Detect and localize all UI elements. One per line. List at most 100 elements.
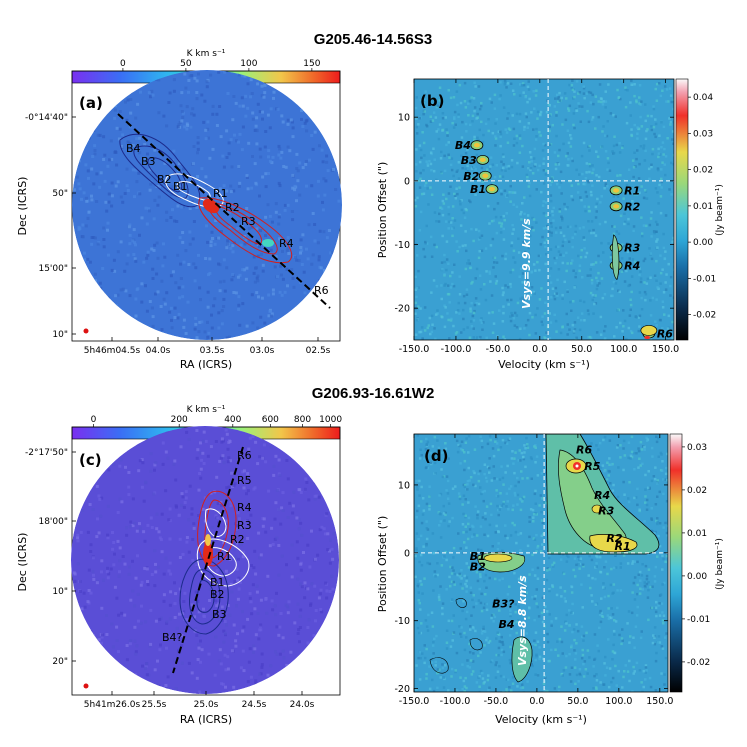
x-ticks-a: 5h46m04.5s 04.0s 03.5s 03.0s 02.5s: [84, 337, 331, 356]
outflow-axis-a: [117, 113, 331, 309]
vsys-label-b: Vsys=9.9 km/s: [520, 218, 533, 309]
colorbar-b-ticks: 0.04 0.03 0.02 0.01 0.00 -0.01 -0.02: [688, 93, 716, 321]
xlabel-d: Velocity (km s⁻¹): [495, 713, 587, 726]
ylabel-b: Position Offset ("): [376, 162, 389, 259]
x-ticks-c: 5h41m26.0s 25.5s 25.0s 24.5s 24.0s: [84, 691, 315, 710]
beam-c: [83, 683, 89, 689]
x-tick-label: 50.0: [571, 344, 592, 355]
knot-label-B3: B3?: [492, 598, 515, 611]
lobe-label-R6: R6: [314, 284, 329, 297]
x-tick-label: 5h46m04.5s: [84, 346, 141, 356]
panel-label-a: (a): [79, 94, 103, 112]
x-tick-label: 24.0s: [290, 700, 315, 710]
outflow-axis-c: [172, 446, 244, 674]
lobe-label-B1: B1: [173, 180, 188, 193]
y-tick-label: 18'00": [38, 517, 68, 527]
colorbar-a-ticks: 0 50 100 150: [120, 59, 321, 71]
y-tick-label: -20: [394, 684, 410, 695]
ylabel-d: Position Offset ("): [376, 516, 389, 613]
xlabel-c: RA (ICRS): [180, 713, 232, 726]
panel-c: K km s⁻¹ 0 200 400 600 800 1000: [16, 405, 342, 726]
red-emission-d: [545, 434, 660, 555]
ylabel-c: Dec (ICRS): [16, 533, 29, 592]
y-tick-label: -10: [394, 616, 410, 627]
colorbar-tick-label: -0.02: [687, 658, 710, 668]
knot-label-R1: R1: [615, 540, 631, 553]
map-c: [71, 426, 339, 694]
xlabel-b: Velocity (km s⁻¹): [498, 358, 590, 371]
knot-label-R3: R3: [598, 505, 614, 518]
knot-label-B2: B2: [463, 170, 479, 183]
x-tick-label: 150.0: [652, 344, 679, 355]
lobe-label-B4: B4: [126, 142, 141, 155]
colorbar-tick-label: 0.00: [693, 238, 713, 248]
y-tick-label: 0: [404, 548, 410, 559]
colorbar-tick-label: 800: [294, 415, 311, 425]
y-ticks-c: -2°17'50" 18'00" 10" 20": [25, 448, 76, 667]
y-tick-label: 10: [398, 113, 410, 124]
knot-label-R2: R2: [606, 532, 622, 545]
lobe-label-R5: R5: [237, 474, 252, 487]
x-tick-label: 0.0: [529, 696, 544, 707]
x-tick-label: -100.0: [440, 696, 471, 707]
colorbar-tick-label: 600: [262, 415, 279, 425]
colorbar-tick-label: 1000: [319, 415, 342, 425]
colorbar-tick-label: 50: [180, 59, 192, 69]
knot-label-R6: R6: [657, 328, 673, 341]
colorbar-tick-label: 0.00: [687, 572, 707, 582]
x-tick-label: -50.0: [484, 696, 509, 707]
x-tick-label: 24.5s: [242, 700, 267, 710]
x-tick-label: 0.0: [532, 344, 547, 355]
frame-b: [413, 78, 675, 341]
x-tick-label: -150.0: [399, 344, 430, 355]
colorbar-tick-label: 100: [240, 59, 257, 69]
pv-d: [414, 434, 668, 692]
lobe-label-R2: R2: [225, 201, 240, 214]
colorbar-tick-label: 0.04: [693, 93, 713, 103]
beam-a: [83, 328, 89, 334]
x-tick-label: 100.0: [605, 696, 632, 707]
colorbar-d-label: (Jy beam⁻¹): [715, 538, 725, 590]
lobe-label-B4: B4?: [162, 631, 183, 644]
colorbar-tick-label: 150: [303, 59, 320, 69]
blue-emission-d: [477, 551, 533, 683]
colorbar-tick-label: 0: [91, 415, 97, 425]
knot-label-B4: B4: [498, 618, 514, 631]
x-tick-label: 25.0s: [194, 700, 219, 710]
x-tick-label: -100.0: [441, 344, 472, 355]
red-contours-a: [198, 197, 293, 264]
title-bottom: G206.93-16.61W2: [312, 385, 435, 402]
knot-label-R4: R4: [624, 260, 640, 273]
lobe-label-R6: R6: [237, 449, 252, 462]
xlabel-a: RA (ICRS): [180, 358, 232, 371]
x-tick-label: 03.5s: [200, 346, 225, 356]
frame-d: [413, 433, 669, 693]
lobe-label-R1: R1: [217, 550, 232, 563]
x-tick-label: 03.0s: [250, 346, 275, 356]
x-tick-label: 100.0: [610, 344, 637, 355]
colorbar-tick-label: 0.01: [687, 529, 707, 539]
y-tick-label: 10": [52, 587, 68, 597]
panel-d: Vsys=8.8 km/s (d) R6R5R4R3R2R1B1B2B3?B4 …: [376, 433, 725, 726]
x-ticks-b: -150.0 -100.0 -50.0 0.0 50.0 100.0 150.0: [399, 79, 679, 355]
y-tick-label: 50": [52, 189, 68, 199]
x-tick-label: 25.5s: [142, 700, 167, 710]
colorbar-c-ticks: 0 200 400 600 800 1000: [91, 415, 342, 427]
y-ticks-d: 10 0 -10 -20: [394, 480, 668, 695]
knot-label-B1: B1: [470, 550, 486, 563]
x-tick-label: 04.0s: [146, 346, 171, 356]
knot-label-B4: B4: [455, 139, 471, 152]
y-ticks-a: -0°14'40" 50" 15'00" 10": [25, 113, 76, 340]
x-tick-label: 5h41m26.0s: [84, 700, 141, 710]
y-tick-label: -0°14'40": [25, 113, 68, 123]
knot-label-R1: R1: [624, 184, 640, 197]
x-ticks-d: -150.0 -100.0 -50.0 0.0 50.0 100.0 150.0: [399, 434, 673, 707]
y-tick-label: 10: [398, 480, 410, 491]
colorbar-tick-label: 200: [171, 415, 188, 425]
colorbar-tick-label: 0.03: [687, 443, 707, 453]
lobe-label-R3: R3: [237, 519, 252, 532]
knot-label-R4: R4: [594, 489, 610, 502]
